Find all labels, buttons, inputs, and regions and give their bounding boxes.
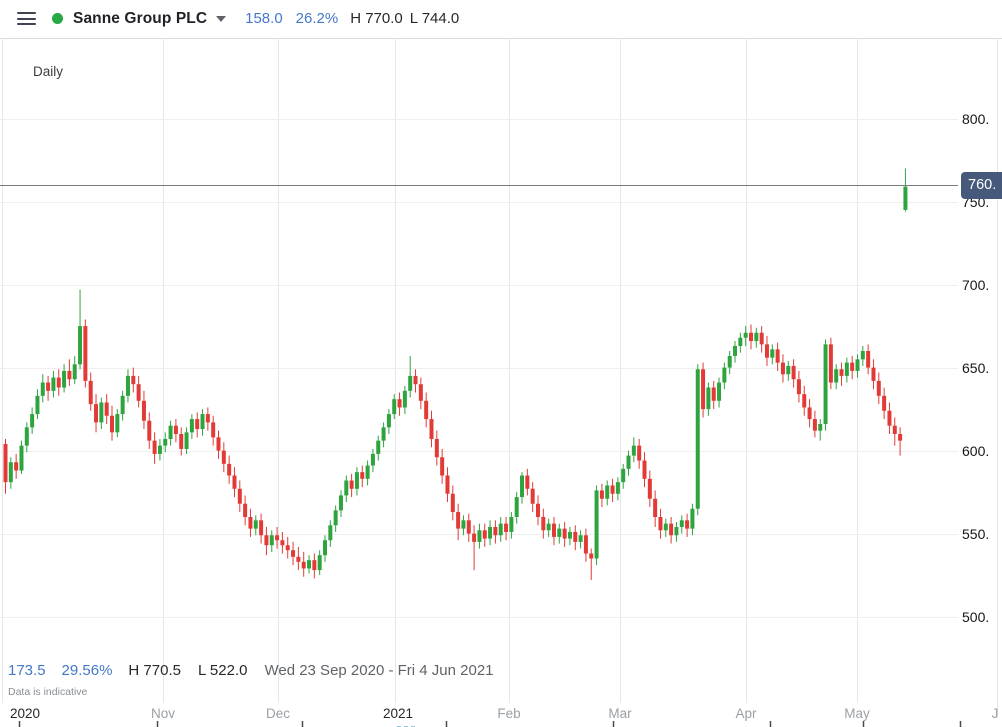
y-axis-label-700: 700. — [962, 276, 990, 293]
period-low: L 522.0 — [197, 662, 248, 679]
x-axis-label-may: May — [844, 706, 870, 721]
y-axis-label-550: 550. — [962, 525, 990, 542]
clipped-credit-fragment — [397, 722, 449, 727]
x-axis-label-2020: 2020 — [10, 706, 41, 721]
x-axis-label-mar: Mar — [608, 706, 632, 721]
chart-surface[interactable] — [0, 38, 958, 703]
header-change-percent: 26.2% — [295, 10, 339, 27]
period-change-value: 173.5 — [8, 662, 46, 679]
y-axis-label-650: 650. — [962, 359, 990, 376]
interval-label: Daily — [33, 64, 64, 79]
market-open-status-icon — [52, 13, 63, 24]
header-change-value: 158.0 — [245, 10, 283, 27]
disclaimer-label: Data is indicative — [8, 686, 88, 698]
y-axis-label-600: 600. — [962, 442, 990, 459]
date-range-label: Wed 23 Sep 2020 - Fri 4 Jun 2021 — [264, 662, 494, 679]
x-axis-label-feb: Feb — [497, 706, 521, 721]
x-axis-label-dec: Dec — [265, 706, 291, 721]
header-session-low: L 744.0 — [409, 10, 460, 27]
last-price-badge: 760. — [961, 171, 1002, 199]
header-session-high: H 770.0 — [350, 10, 403, 27]
x-axis-label-apr: Apr — [735, 706, 757, 721]
x-axis-label-2021: 2021 — [382, 706, 414, 721]
period-high: H 770.5 — [128, 662, 181, 679]
y-axis-label-500: 500. — [962, 608, 990, 625]
x-axis-label-j: J — [991, 706, 999, 721]
x-axis-label-nov: Nov — [150, 706, 176, 721]
period-stats-row: 173.5 29.56% H 770.5 L 522.0 Wed 23 Sep … — [8, 662, 494, 679]
header-bar: Sanne Group PLC 158.0 26.2% H 770.0 L 74… — [0, 0, 1002, 37]
menu-icon[interactable] — [17, 12, 36, 25]
period-change-percent: 29.56% — [61, 662, 113, 679]
instrument-title[interactable]: Sanne Group PLC — [73, 9, 208, 27]
axis-minor-ticks — [18, 721, 962, 727]
y-axis-label-800: 800. — [962, 110, 990, 127]
chevron-down-icon[interactable] — [216, 15, 227, 22]
